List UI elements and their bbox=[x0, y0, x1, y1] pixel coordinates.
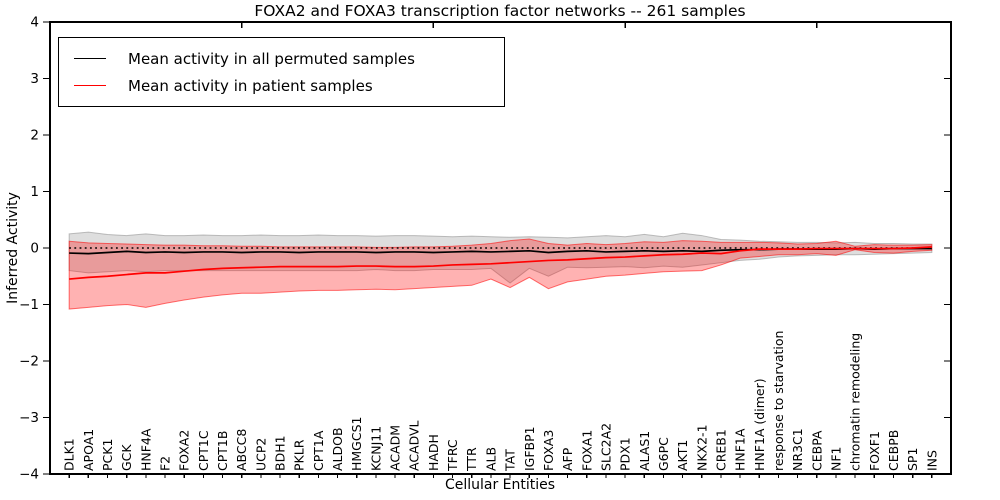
x-category-label: G6PC bbox=[656, 437, 671, 471]
x-category-label: CREB1 bbox=[713, 429, 728, 471]
x-category-label: SP1 bbox=[905, 448, 920, 471]
x-category-label: NF1 bbox=[828, 447, 843, 472]
patient-line-swatch bbox=[74, 85, 106, 86]
x-category-label: PKLR bbox=[292, 439, 307, 471]
legend-item-permuted: Mean activity in all permuted samples bbox=[74, 45, 496, 72]
permuted-confidence-band bbox=[68, 231, 933, 284]
x-category-label: ACADM bbox=[388, 425, 403, 471]
x-category-label: chromatin remodeling bbox=[848, 333, 863, 471]
x-category-label: CPT1C bbox=[196, 430, 211, 471]
legend: Mean activity in all permuted samples Me… bbox=[58, 37, 505, 107]
x-category-label: ACADVL bbox=[407, 420, 422, 471]
legend-item-patient: Mean activity in patient samples bbox=[74, 72, 496, 99]
legend-label-patient: Mean activity in patient samples bbox=[128, 76, 373, 95]
x-category-label: INS bbox=[924, 450, 939, 471]
x-category-label: FOXF1 bbox=[867, 431, 882, 471]
x-category-label: FOXA1 bbox=[579, 430, 594, 471]
x-category-label: SLC2A2 bbox=[598, 423, 613, 471]
permuted-line-swatch bbox=[74, 58, 106, 59]
x-category-label: HNF1A (dimer) bbox=[752, 378, 767, 471]
y-tick-label: 2 bbox=[30, 128, 39, 144]
x-category-label: UCP2 bbox=[253, 438, 268, 471]
x-category-label: CPT1A bbox=[311, 430, 326, 471]
x-category-label: IGFBP1 bbox=[522, 426, 537, 471]
x-category-label: ALDOB bbox=[330, 427, 345, 471]
x-category-label: KCNJ11 bbox=[368, 426, 383, 471]
x-category-label: DLK1 bbox=[62, 438, 77, 471]
y-tick-label: −1 bbox=[19, 297, 39, 313]
x-category-label: GCK bbox=[119, 444, 134, 471]
x-category-label: FOXA2 bbox=[177, 430, 192, 471]
x-category-label: BDH1 bbox=[273, 435, 288, 471]
x-category-label: AFP bbox=[560, 447, 575, 471]
x-category-label: ALAS1 bbox=[637, 431, 652, 471]
x-category-label: HADH bbox=[426, 434, 441, 471]
x-category-label: HMGCS1 bbox=[349, 417, 364, 472]
x-category-label: TAT bbox=[503, 449, 518, 472]
x-category-label: F2 bbox=[158, 456, 173, 471]
x-category-label: PCK1 bbox=[100, 439, 115, 471]
y-tick-label: −2 bbox=[19, 354, 39, 370]
x-axis-label: Cellular Entities bbox=[444, 477, 556, 493]
x-category-label: NR3C1 bbox=[790, 428, 805, 471]
x-category-label: TTR bbox=[464, 447, 479, 472]
x-category-label: CPT1B bbox=[215, 431, 230, 471]
patient-mean-line bbox=[69, 246, 932, 280]
chart-title: FOXA2 and FOXA3 transcription factor net… bbox=[254, 2, 746, 20]
y-tick-label: −4 bbox=[19, 467, 39, 483]
x-category-label: CEBPA bbox=[809, 430, 824, 471]
x-category-label: HNF1A bbox=[733, 428, 748, 471]
y-tick-label: 4 bbox=[30, 15, 39, 31]
x-category-label: NKX2-1 bbox=[694, 424, 709, 471]
x-category-label: ABCC8 bbox=[234, 429, 249, 471]
x-category-label: APOA1 bbox=[81, 429, 96, 471]
y-tick-label: 1 bbox=[30, 184, 39, 200]
patient-confidence-band bbox=[68, 238, 933, 310]
y-tick-label: 0 bbox=[30, 241, 39, 257]
legend-label-permuted: Mean activity in all permuted samples bbox=[128, 49, 415, 68]
x-category-label: TFRC bbox=[445, 439, 460, 472]
x-category-label: CEBPB bbox=[886, 430, 901, 471]
y-tick-label: −3 bbox=[19, 410, 39, 426]
x-category-label: ALB bbox=[483, 447, 498, 471]
x-category-label: response to starvation bbox=[771, 331, 786, 472]
x-category-label: AKT1 bbox=[675, 440, 690, 471]
x-category-label: HNF4A bbox=[138, 428, 153, 471]
x-category-label: FOXA3 bbox=[541, 430, 556, 471]
y-tick-label: 3 bbox=[30, 71, 39, 87]
x-category-label: PDX1 bbox=[618, 437, 633, 471]
